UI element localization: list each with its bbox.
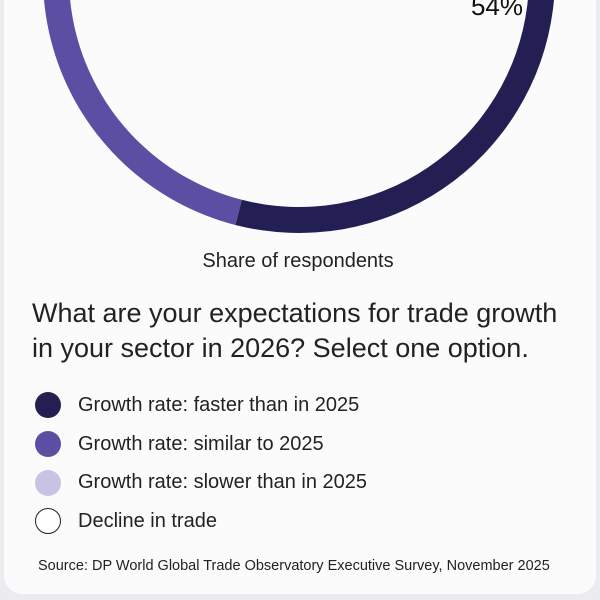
- source: Source: DP World Global Trade Observator…: [38, 558, 550, 574]
- legend-label: Growth rate: faster than in 2025: [78, 393, 360, 416]
- legend: Growth rate: faster than in 2025 Growth r…: [35, 386, 367, 541]
- legend-swatch: [35, 392, 61, 419]
- donut-slice: [235, 0, 554, 233]
- value-label: 54%: [471, 0, 523, 21]
- legend-item: Growth rate: faster than in 2025: [35, 386, 367, 425]
- legend-label: Growth rate: similar to 2025: [78, 432, 324, 455]
- question: What are your expectations for trade gro…: [32, 298, 558, 363]
- legend-item: Growth rate: similar to 2025: [35, 425, 367, 464]
- chart-title: Share of respondents: [202, 250, 394, 272]
- legend-item: Decline in trade: [35, 502, 367, 541]
- legend-label: Growth rate: slower than in 2025: [78, 471, 368, 494]
- legend-swatch: [35, 469, 61, 496]
- donut-slice: [44, 0, 242, 225]
- legend-label: Decline in trade: [78, 509, 217, 532]
- legend-item: Growth rate: slower than in 2025: [35, 463, 367, 502]
- legend-swatch: [35, 431, 61, 458]
- legend-swatch: [35, 508, 61, 535]
